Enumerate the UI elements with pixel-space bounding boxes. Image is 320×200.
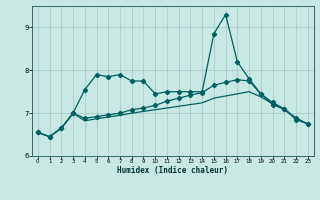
X-axis label: Humidex (Indice chaleur): Humidex (Indice chaleur) — [117, 166, 228, 175]
